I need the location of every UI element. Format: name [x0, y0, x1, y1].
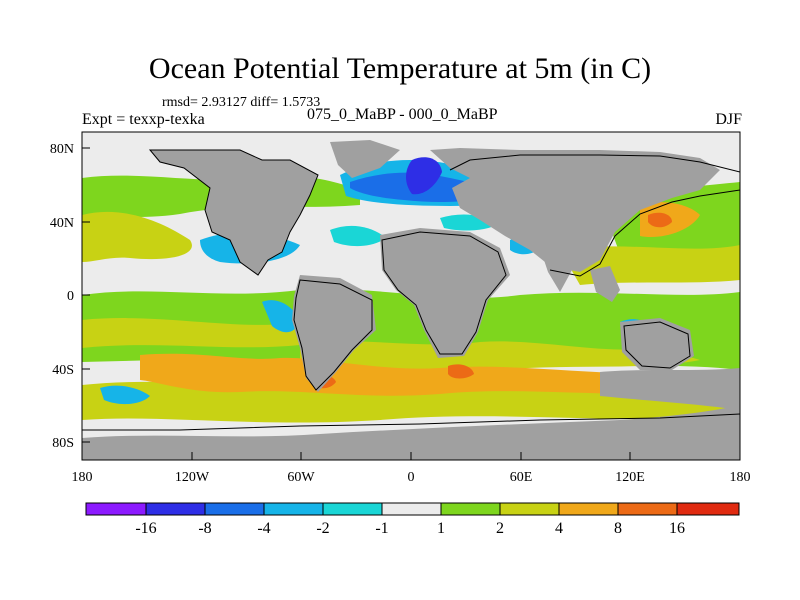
colorbar-label-1: 1	[437, 520, 445, 537]
land-greenland	[330, 140, 400, 178]
lat-label-40n: 40N	[50, 216, 74, 231]
lon-label-120e: 120E	[615, 470, 645, 485]
cool-patch-gulf-stream	[330, 225, 386, 247]
map-subtitle: 075_0_MaBP - 000_0_MaBP	[307, 106, 498, 123]
colorbar-label-neg2: -2	[316, 520, 329, 537]
lat-label-80n: 80N	[50, 142, 74, 157]
colorbar-swatch-9	[617, 502, 678, 516]
map-field	[82, 132, 740, 460]
coast-antarctica	[82, 413, 740, 431]
lat-label-0: 0	[67, 289, 74, 304]
lon-label-60e: 60E	[510, 470, 533, 485]
colorbar-swatch-1	[145, 502, 206, 516]
coast-eurasia	[449, 154, 740, 277]
lon-label-0: 0	[408, 470, 415, 485]
colorbar-labels: -16 -8 -4 -2 -1 1 2 4 8 16	[135, 520, 685, 537]
band-16-spot-2	[448, 364, 474, 379]
colorbar-label-neg4: -4	[257, 520, 270, 537]
lon-axis: 180 120W 60W 0 60E 120E 180	[72, 452, 751, 485]
colorbar-swatch-10	[676, 502, 740, 516]
lon-label-120w: 120W	[175, 470, 210, 485]
cool-patch-tropical-pacific	[262, 300, 300, 333]
coast-africa-eurasia	[381, 231, 507, 355]
land-australia	[620, 318, 694, 370]
coast-australia	[623, 321, 691, 369]
band-4-south-atl	[300, 341, 700, 375]
colorbar-swatch-2	[204, 502, 265, 516]
colorbar-label-8: 8	[614, 520, 622, 537]
colorbar-label-neg16: -16	[135, 520, 156, 537]
colorbar-swatch-4	[322, 502, 383, 516]
lon-label-60w: 60W	[287, 470, 315, 485]
lat-label-40s: 40S	[52, 363, 74, 378]
colorbar-label-neg8: -8	[198, 520, 211, 537]
colorbar-label-neg1: -1	[375, 520, 388, 537]
band-4-tropics	[82, 318, 300, 348]
colorbar-swatch-6	[440, 502, 501, 516]
land-eurasia	[430, 148, 720, 272]
land-antarctica	[82, 405, 740, 460]
colorbar-swatch-3	[263, 502, 324, 516]
lon-label-180w: 180	[72, 470, 93, 485]
land-east-antarctica	[600, 368, 740, 410]
land-south-america	[292, 275, 376, 392]
cool-patch-greenland	[406, 157, 442, 195]
colorbar-label-4: 4	[555, 520, 563, 537]
coast-south-america	[293, 279, 373, 391]
land-africa	[380, 228, 510, 358]
colorbar	[85, 502, 740, 516]
cool-patch-south-pacific	[100, 385, 150, 405]
land-north-america	[150, 150, 318, 275]
experiment-label: Expt = texxp-texka	[82, 111, 205, 128]
colorbar-label-16: 16	[669, 520, 685, 537]
lat-label-80s: 80S	[52, 436, 74, 451]
colorbar-swatch-5	[381, 502, 442, 516]
lon-label-180e: 180	[730, 470, 751, 485]
band-8-south	[140, 353, 690, 396]
colorbar-label-2: 2	[496, 520, 504, 537]
land-india	[540, 246, 572, 292]
band-4-npac-west	[82, 211, 192, 262]
rmsd-diff-stats: rmsd= 2.93127 diff= 1.5733	[162, 95, 321, 110]
coast-north-america	[148, 149, 319, 276]
chart-title: Ocean Potential Temperature at 5m (in C)	[148, 52, 652, 85]
colorbar-swatch-7	[499, 502, 560, 516]
colorbar-swatch-8	[558, 502, 619, 516]
coastlines	[82, 149, 740, 431]
season-label: DJF	[715, 111, 742, 128]
land-se-asia	[590, 266, 620, 302]
colorbar-swatch-0	[85, 502, 147, 516]
lat-axis: 80N 40N 0 40S 80S	[50, 142, 90, 451]
band-16-spot-3	[648, 212, 672, 228]
